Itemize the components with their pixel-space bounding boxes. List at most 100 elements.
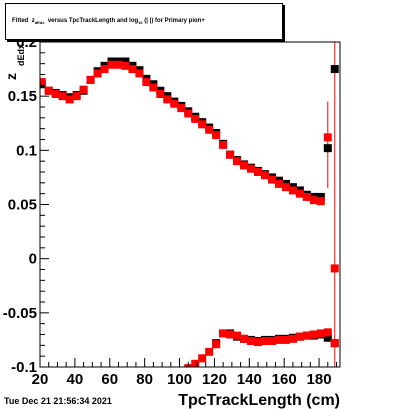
data-point-upper (247, 164, 256, 173)
data-point-lower (302, 331, 311, 340)
data-point-upper (149, 83, 158, 92)
data-point-upper (316, 192, 325, 201)
data-point-lower (274, 335, 283, 344)
data-point-upper (267, 175, 276, 184)
data-point-upper (86, 75, 95, 84)
data-point-lower (212, 340, 221, 349)
data-point-lower (267, 337, 276, 345)
data-point-upper (288, 186, 297, 195)
y-axis-title-subscript: dEdx (16, 44, 26, 66)
data-point-upper (135, 69, 144, 78)
data-point-upper (281, 183, 290, 192)
title-tail: for Primary pion+ (155, 18, 205, 24)
data-point-upper (205, 125, 214, 134)
frame-layer: 20 40 60 80 100 120 140 160 180 -0.1 -0.05 0 0.05 0.1… (3, 34, 341, 409)
data-point-lower (233, 331, 242, 340)
y-tick-label: 0.1 (16, 142, 37, 159)
title-z: z (31, 18, 35, 24)
title-z-sub: dEdx (34, 20, 45, 26)
data-point-upper (323, 133, 332, 142)
footer-timestamp: Tue Dec 21 21:56:34 2021 (4, 396, 112, 406)
data-point-upper (72, 92, 81, 101)
data-point-upper (233, 157, 242, 166)
chart-title: Fitted zdEdx versus TpcTrackLength and l… (12, 18, 205, 25)
title-mid: versus TpcTrackLength and log (47, 18, 139, 24)
data-point-upper (254, 168, 263, 176)
x-tick-label: 120 (202, 371, 227, 388)
data-point-upper (274, 179, 283, 188)
data-point-lower (254, 338, 263, 347)
data-point-lower (198, 354, 207, 363)
data-point-upper (184, 109, 193, 118)
data-point-upper (79, 85, 88, 94)
x-axis-title: TpcTrackLength (cm) (178, 392, 340, 409)
data-point-upper (261, 171, 269, 180)
y-tick-label: 0.15 (8, 88, 37, 105)
data-point-upper (295, 189, 304, 198)
data-point-lower (316, 329, 325, 338)
data-point-upper (316, 197, 325, 206)
data-point-upper (302, 192, 311, 201)
title-box: Fitted zdEdx versus TpcTrackLength and l… (5, 3, 283, 40)
data-point-lower (261, 337, 269, 345)
x-tick-label: 160 (272, 371, 297, 388)
data-point-upper (121, 57, 130, 66)
data-point-upper (191, 114, 200, 123)
y-tick-label: -0.05 (3, 305, 37, 322)
data-point-upper (309, 196, 318, 205)
data-point-upper (177, 104, 186, 113)
y-tick-label: -0.1 (11, 359, 37, 376)
title-word1: Fitted (12, 18, 29, 24)
x-tick-label: 40 (67, 371, 84, 388)
data-point-lower (288, 334, 297, 343)
data-point-upper (100, 65, 109, 74)
data-point-upper (128, 65, 137, 74)
data-point-upper (142, 78, 151, 87)
data-point-upper (40, 78, 46, 87)
x-tick-label: 20 (32, 371, 49, 388)
data-point-upper (163, 95, 172, 104)
data-point-lower (295, 332, 304, 341)
data-point-upper (121, 61, 130, 70)
data-point-upper (58, 92, 67, 101)
data-point-lower (247, 337, 256, 345)
data-point-upper (226, 150, 235, 159)
data-point-lower (323, 328, 332, 337)
data-point-upper (198, 120, 207, 129)
x-tick-label: 180 (307, 371, 332, 388)
data-point-lower (323, 333, 332, 342)
x-tick-label: 60 (101, 371, 118, 388)
data-point-lower (309, 330, 318, 339)
data-layer (40, 42, 339, 367)
data-point-upper (212, 131, 221, 140)
data-point-lower (226, 330, 235, 339)
data-point-upper (170, 99, 179, 108)
data-point-upper (93, 69, 102, 78)
x-tick-label: 140 (237, 371, 262, 388)
data-point-lower (330, 339, 339, 348)
x-tick-label: 100 (167, 371, 192, 388)
data-point-lower (219, 329, 228, 338)
data-point-upper (323, 144, 332, 153)
data-point-lower (205, 347, 214, 356)
x-tick-label: 80 (136, 371, 153, 388)
data-point-upper (107, 60, 116, 69)
data-point-upper (114, 60, 123, 69)
data-point-upper (330, 264, 339, 273)
data-point-upper (330, 65, 339, 74)
data-point-lower (240, 334, 249, 343)
title-log-sub: 10 (138, 20, 143, 26)
y-tick-label: 0 (29, 251, 37, 268)
y-axis-title: z (3, 73, 19, 80)
data-point-upper (219, 140, 228, 149)
y-tick-label: 0.05 (8, 197, 37, 214)
title-abs: (| |) (144, 18, 154, 24)
data-point-upper (44, 86, 53, 95)
data-point-upper (65, 95, 74, 104)
data-point-lower (191, 359, 200, 367)
data-point-upper (51, 90, 60, 98)
data-point-upper (240, 161, 249, 170)
data-point-lower (281, 335, 290, 344)
data-point-upper (156, 90, 165, 98)
